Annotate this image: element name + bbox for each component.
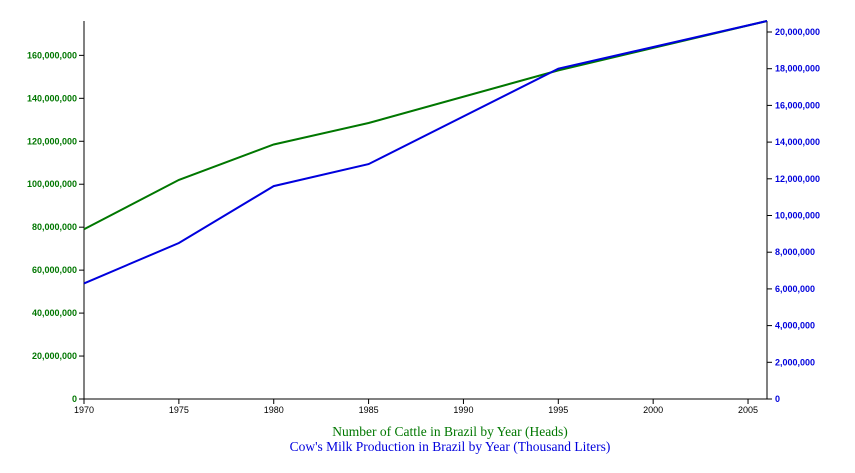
left-y-tick-label: 80,000,000	[32, 222, 77, 232]
right-y-tick-label: 6,000,000	[775, 284, 815, 294]
milk-series-line	[83, 20, 768, 285]
left-y-tick-label: 100,000,000	[27, 179, 77, 189]
right-y-tick-label: 18,000,000	[775, 64, 820, 74]
right-y-tick-label: 12,000,000	[775, 174, 820, 184]
x-tick-label: 1990	[453, 405, 473, 415]
right-y-tick-label: 0	[775, 394, 780, 404]
right-y-tick-label: 14,000,000	[775, 137, 820, 147]
x-tick-label: 1995	[548, 405, 568, 415]
left-y-tick-label: 120,000,000	[27, 136, 77, 146]
left-y-tick-label: 20,000,000	[32, 351, 77, 361]
cattle-series-line	[83, 20, 768, 231]
x-tick-label: 1975	[169, 405, 189, 415]
right-y-tick-label: 10,000,000	[775, 211, 820, 221]
caption-milk: Cow's Milk Production in Brazil by Year …	[289, 439, 611, 454]
right-y-tick-label: 20,000,000	[775, 27, 820, 37]
left-y-tick-label: 60,000,000	[32, 265, 77, 275]
x-tick-label: 2005	[738, 405, 758, 415]
right-y-tick-label: 4,000,000	[775, 321, 815, 331]
left-y-tick-label: 40,000,000	[32, 308, 77, 318]
right-y-tick-label: 8,000,000	[775, 247, 815, 257]
x-tick-label: 1980	[264, 405, 284, 415]
caption-cattle: Number of Cattle in Brazil by Year (Head…	[332, 424, 568, 439]
left-y-tick-label: 140,000,000	[27, 93, 77, 103]
x-tick-label: 1985	[359, 405, 379, 415]
right-y-tick-label: 16,000,000	[775, 100, 820, 110]
left-y-tick-label: 0	[72, 394, 77, 404]
left-y-tick-label: 160,000,000	[27, 50, 77, 60]
x-tick-label: 1970	[74, 405, 94, 415]
right-y-tick-label: 2,000,000	[775, 357, 815, 367]
x-tick-label: 2000	[643, 405, 663, 415]
